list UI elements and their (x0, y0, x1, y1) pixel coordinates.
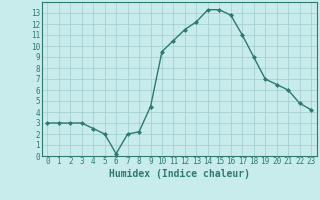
X-axis label: Humidex (Indice chaleur): Humidex (Indice chaleur) (109, 169, 250, 179)
